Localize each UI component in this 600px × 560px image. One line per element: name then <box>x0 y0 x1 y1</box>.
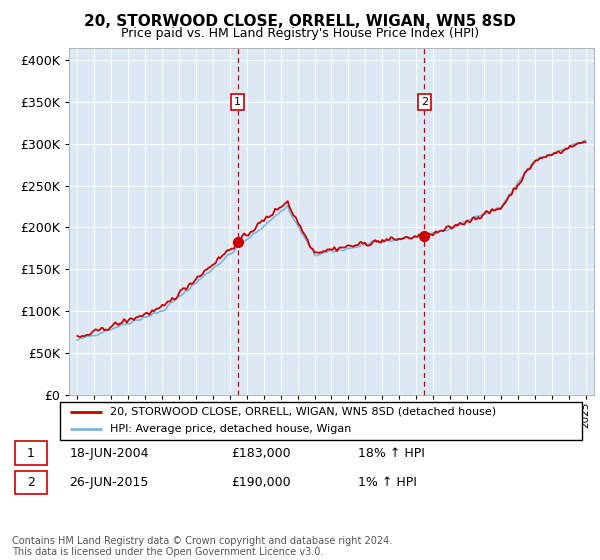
Text: 2: 2 <box>421 97 428 107</box>
Bar <box>15 471 47 494</box>
Text: HPI: Average price, detached house, Wigan: HPI: Average price, detached house, Wiga… <box>110 424 351 435</box>
Text: Contains HM Land Registry data © Crown copyright and database right 2024.
This d: Contains HM Land Registry data © Crown c… <box>12 535 392 557</box>
Text: £190,000: £190,000 <box>231 476 290 489</box>
Text: 20, STORWOOD CLOSE, ORRELL, WIGAN, WN5 8SD (detached house): 20, STORWOOD CLOSE, ORRELL, WIGAN, WN5 8… <box>110 407 496 417</box>
Text: 2: 2 <box>27 476 35 489</box>
Text: 1: 1 <box>234 97 241 107</box>
Text: Price paid vs. HM Land Registry's House Price Index (HPI): Price paid vs. HM Land Registry's House … <box>121 27 479 40</box>
Text: 20, STORWOOD CLOSE, ORRELL, WIGAN, WN5 8SD: 20, STORWOOD CLOSE, ORRELL, WIGAN, WN5 8… <box>84 14 516 29</box>
Text: 26-JUN-2015: 26-JUN-2015 <box>70 476 149 489</box>
Text: 1% ↑ HPI: 1% ↑ HPI <box>358 476 416 489</box>
Text: 1: 1 <box>27 446 35 460</box>
Bar <box>15 441 47 465</box>
Text: 18% ↑ HPI: 18% ↑ HPI <box>358 446 424 460</box>
Text: £183,000: £183,000 <box>231 446 290 460</box>
Text: 18-JUN-2004: 18-JUN-2004 <box>70 446 149 460</box>
